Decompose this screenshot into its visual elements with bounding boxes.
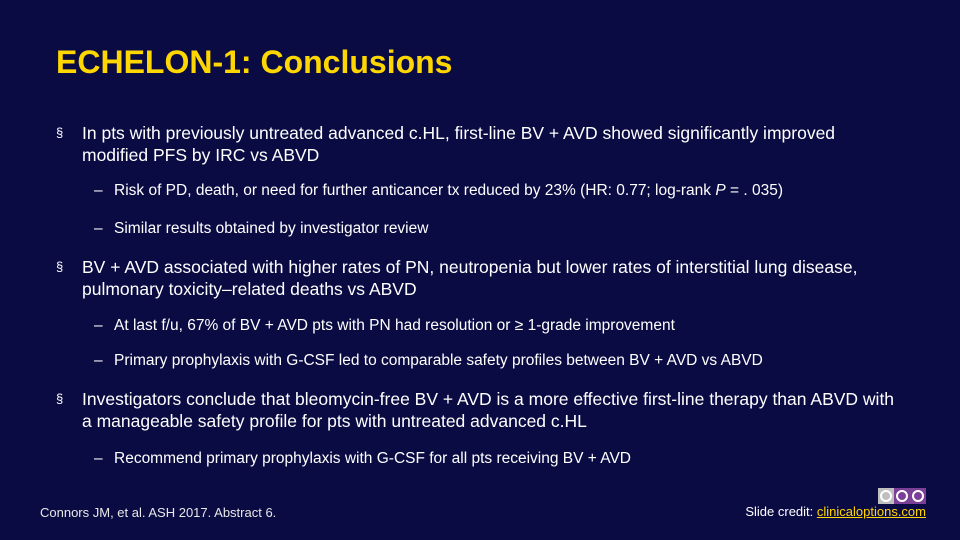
sub-marker: –	[94, 317, 103, 334]
sub-text-post: = . 035)	[725, 182, 784, 199]
bullet-2: § BV + AVD associated with higher rates …	[56, 256, 906, 300]
sub-text-pre: Risk of PD, death, or need for further a…	[114, 182, 716, 199]
sub-text: Primary prophylaxis with G-CSF led to co…	[114, 352, 763, 369]
bullet-marker: §	[56, 125, 64, 140]
bullet-3: § Investigators conclude that bleomycin-…	[56, 388, 906, 432]
bullet-2-text: BV + AVD associated with higher rates of…	[82, 257, 858, 299]
bullet-2-sub-1: – At last f/u, 67% of BV + AVD pts with P…	[94, 316, 914, 336]
bullet-marker: §	[56, 391, 64, 406]
p-value-symbol: P	[715, 182, 726, 199]
sub-text: Similar results obtained by investigator…	[114, 220, 429, 237]
sub-text: Recommend primary prophylaxis with G-CSF…	[114, 450, 631, 467]
bullet-3-sub-1: – Recommend primary prophylaxis with G-CS…	[94, 449, 914, 469]
sub-marker: –	[94, 182, 103, 199]
bullet-1-sub-1: – Risk of PD, death, or need for further …	[94, 181, 914, 201]
bullet-3-text: Investigators conclude that bleomycin-fr…	[82, 389, 895, 431]
bullet-marker: §	[56, 259, 64, 274]
sub-marker: –	[94, 450, 103, 467]
slide-title: ECHELON-1: Conclusions	[56, 44, 453, 80]
sub-text: At last f/u, 67% of BV + AVD pts with PN…	[114, 317, 675, 334]
bullet-1-text: In pts with previously untreated advance…	[82, 123, 836, 165]
slide-credit-label: Slide credit:	[745, 504, 817, 519]
citation: Connors JM, et al. ASH 2017. Abstract 6.	[40, 505, 277, 520]
bullet-1-sub-2: – Similar results obtained by investigato…	[94, 219, 914, 239]
cco-logo-icon	[878, 488, 926, 504]
slide-credit: Slide credit: clinicaloptions.com	[745, 504, 926, 519]
slide-credit-link[interactable]: clinicaloptions.com	[816, 504, 926, 519]
bullet-1: § In pts with previously untreated advan…	[56, 122, 906, 166]
sub-marker: –	[94, 352, 103, 369]
sub-marker: –	[94, 220, 103, 237]
bullet-2-sub-2: – Primary prophylaxis with G-CSF led to c…	[94, 351, 914, 371]
